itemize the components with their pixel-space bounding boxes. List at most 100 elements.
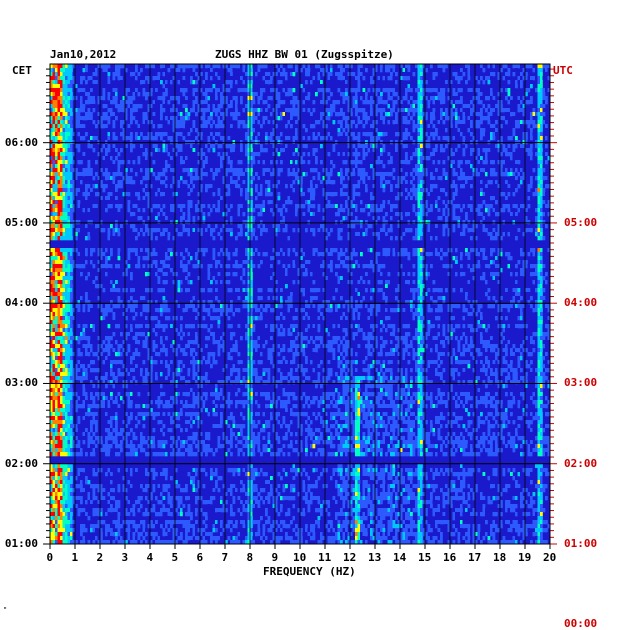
heatmap-cell	[380, 188, 383, 193]
heatmap-cell	[125, 200, 128, 205]
heatmap-cell	[300, 216, 303, 221]
heatmap-cell	[112, 144, 116, 149]
heatmap-cell	[362, 148, 366, 153]
heatmap-cell	[490, 68, 493, 73]
heatmap-cell	[465, 188, 468, 193]
heatmap-cell	[520, 124, 523, 129]
heatmap-cell	[327, 88, 331, 93]
heatmap-cell	[82, 128, 86, 133]
heatmap-cell	[372, 68, 376, 73]
heatmap-cell	[407, 216, 411, 221]
heatmap-cell	[480, 88, 483, 93]
heatmap-cell	[137, 140, 141, 145]
heatmap-cell	[70, 132, 73, 137]
heatmap-cell	[537, 168, 541, 173]
heatmap-cell	[510, 96, 513, 101]
heatmap-cell	[287, 168, 291, 173]
heatmap-cell	[150, 208, 153, 213]
heatmap-cell	[290, 72, 293, 77]
heatmap-cell	[107, 148, 111, 153]
heatmap-cell	[257, 212, 261, 217]
heatmap-cell	[377, 156, 381, 161]
heatmap-cell	[67, 176, 71, 181]
heatmap-cell	[230, 124, 233, 129]
heatmap-cell	[255, 128, 258, 133]
heatmap-cell	[95, 84, 98, 89]
heatmap-cell	[117, 164, 121, 169]
heatmap-cell	[370, 128, 373, 133]
heatmap-cell	[57, 144, 61, 149]
heatmap-cell	[157, 224, 161, 229]
heatmap-cell	[202, 92, 206, 97]
heatmap-cell	[277, 196, 281, 201]
heatmap-cell	[115, 84, 118, 89]
heatmap-cell	[65, 112, 68, 117]
heatmap-cell	[425, 188, 428, 193]
heatmap-cell	[535, 176, 538, 181]
heatmap-cell	[455, 76, 458, 81]
heatmap-cell	[265, 128, 268, 133]
heatmap-cell	[302, 124, 306, 129]
heatmap-cell	[65, 200, 68, 205]
heatmap-cell	[422, 160, 426, 165]
heatmap-cell	[540, 136, 543, 141]
heatmap-cell	[85, 168, 88, 173]
heatmap-cell	[52, 172, 56, 177]
heatmap-cell	[330, 220, 333, 225]
heatmap-cell	[80, 152, 83, 157]
heatmap-cell	[540, 116, 543, 121]
heatmap-cell	[230, 80, 233, 85]
heatmap-cell	[85, 112, 88, 117]
heatmap-cell	[50, 68, 53, 73]
heatmap-cell	[285, 112, 288, 117]
heatmap-cell	[182, 216, 186, 221]
heatmap-cell	[465, 184, 468, 189]
heatmap-cell	[185, 172, 188, 177]
heatmap-cell	[337, 220, 341, 225]
heatmap-cell	[202, 120, 206, 125]
heatmap-cell	[270, 204, 273, 209]
heatmap-cell	[352, 96, 356, 101]
heatmap-cell	[445, 108, 448, 113]
heatmap-cell	[207, 112, 211, 117]
heatmap-cell	[402, 168, 406, 173]
heatmap-cell	[307, 136, 311, 141]
heatmap-cell	[77, 212, 81, 217]
heatmap-cell	[95, 192, 98, 197]
heatmap-cell	[52, 180, 56, 185]
heatmap-cell	[152, 204, 156, 209]
heatmap-cell	[100, 216, 103, 221]
heatmap-cell	[150, 64, 153, 69]
heatmap-cell	[445, 176, 448, 181]
heatmap-cell	[247, 104, 251, 109]
heatmap-cell	[130, 132, 133, 137]
heatmap-cell	[192, 88, 196, 93]
heatmap-cell	[235, 172, 238, 177]
heatmap-cell	[347, 96, 351, 101]
heatmap-cell	[470, 212, 473, 217]
heatmap-cell	[357, 204, 361, 209]
heatmap-cell	[347, 120, 351, 125]
heatmap-cell	[462, 184, 466, 189]
heatmap-cell	[87, 164, 91, 169]
heatmap-cell	[157, 108, 161, 113]
heatmap-cell	[82, 216, 86, 221]
heatmap-cell	[147, 72, 151, 77]
heatmap-cell	[442, 92, 446, 97]
heatmap-cell	[520, 168, 523, 173]
heatmap-cell	[57, 208, 61, 213]
heatmap-cell	[480, 152, 483, 157]
heatmap-cell	[55, 148, 58, 153]
heatmap-cell	[322, 152, 326, 157]
heatmap-cell	[477, 180, 481, 185]
heatmap-cell	[330, 172, 333, 177]
heatmap-cell	[267, 208, 271, 213]
heatmap-cell	[220, 96, 223, 101]
heatmap-cell	[202, 76, 206, 81]
heatmap-cell	[117, 204, 121, 209]
heatmap-cell	[185, 180, 188, 185]
heatmap-cell	[230, 128, 233, 133]
heatmap-cell	[120, 104, 123, 109]
heatmap-cell	[132, 220, 136, 225]
heatmap-cell	[152, 64, 156, 69]
